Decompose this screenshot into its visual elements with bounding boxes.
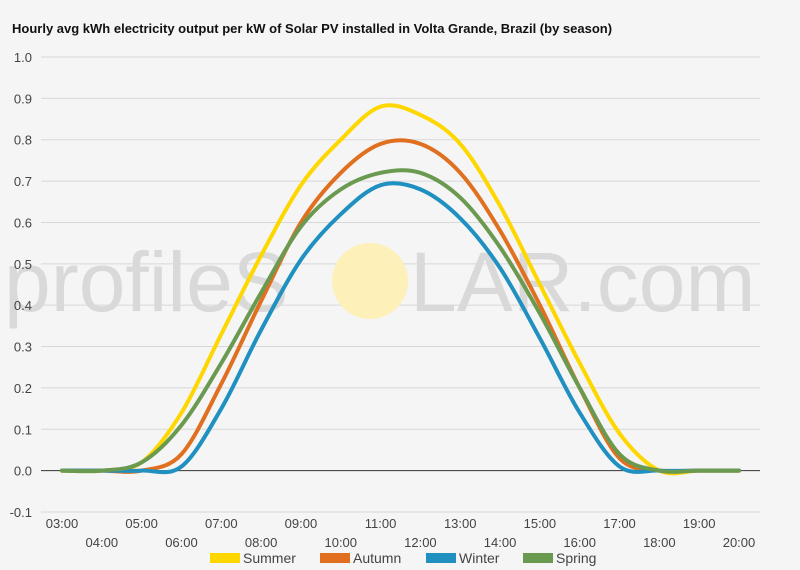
y-tick-label: 0.5: [14, 257, 32, 272]
x-tick-label: 16:00: [563, 535, 596, 550]
x-tick-label: 03:00: [46, 516, 79, 531]
watermark: profileS LAR.com: [4, 235, 755, 329]
legend-label: Autumn: [353, 550, 401, 566]
x-tick-label: 14:00: [484, 535, 517, 550]
x-tick-label: 18:00: [643, 535, 676, 550]
x-tick-label: 19:00: [683, 516, 716, 531]
watermark-sun-icon: [332, 243, 408, 319]
x-tick-label: 15:00: [524, 516, 557, 531]
x-tick-label: 13:00: [444, 516, 477, 531]
series-line-spring: [60, 168, 741, 474]
legend-swatch-spring: [523, 553, 553, 563]
x-tick-label: 07:00: [205, 516, 238, 531]
y-tick-label: 0.1: [14, 422, 32, 437]
y-tick-label: 0.7: [14, 174, 32, 189]
y-tick-label: 0.4: [14, 298, 32, 313]
legend-label: Spring: [556, 550, 596, 566]
y-tick-label: -0.1: [10, 505, 32, 520]
x-axis-ticks: 03:00 04:00 05:00 06:00 07:00 08:00 09:00 10:00…: [46, 516, 756, 550]
series-line-winter: [60, 181, 741, 475]
x-tick-label: 12:00: [404, 535, 437, 550]
watermark-text-left: profileS: [4, 235, 289, 329]
y-tick-label: 1.0: [14, 50, 32, 65]
watermark-text-right: LAR.com: [410, 235, 755, 329]
y-axis-ticks: -0.1 0.0 0.1 0.2 0.3 0.4 0.5 0.6 0.7 0.8 0.9 1.0: [10, 50, 32, 520]
x-tick-label: 20:00: [723, 535, 756, 550]
legend-label: Summer: [243, 550, 296, 566]
legend-swatch-summer: [210, 553, 240, 563]
y-tick-label: 0.9: [14, 91, 32, 106]
legend-swatch-winter: [426, 553, 456, 563]
x-tick-label: 11:00: [365, 516, 397, 531]
x-tick-label: 09:00: [285, 516, 318, 531]
series-lines: [60, 103, 741, 476]
series-line-autumn: [60, 138, 741, 474]
x-tick-label: 04:00: [86, 535, 119, 550]
legend-swatch-autumn: [320, 553, 350, 563]
y-tick-label: 0.0: [14, 464, 32, 479]
x-tick-label: 08:00: [245, 535, 278, 550]
y-tick-label: 0.2: [14, 381, 32, 396]
x-tick-label: 17:00: [603, 516, 636, 531]
legend-label: Winter: [459, 550, 500, 566]
legend: Summer Autumn Winter Spring: [210, 550, 596, 566]
series-line-summer: [60, 103, 741, 476]
y-tick-label: 0.8: [14, 133, 32, 148]
x-tick-label: 10:00: [324, 535, 357, 550]
x-tick-label: 05:00: [125, 516, 158, 531]
chart-title: Hourly avg kWh electricity output per kW…: [12, 21, 612, 36]
y-tick-label: 0.6: [14, 215, 32, 230]
x-tick-label: 06:00: [165, 535, 198, 550]
y-tick-label: 0.3: [14, 340, 32, 355]
